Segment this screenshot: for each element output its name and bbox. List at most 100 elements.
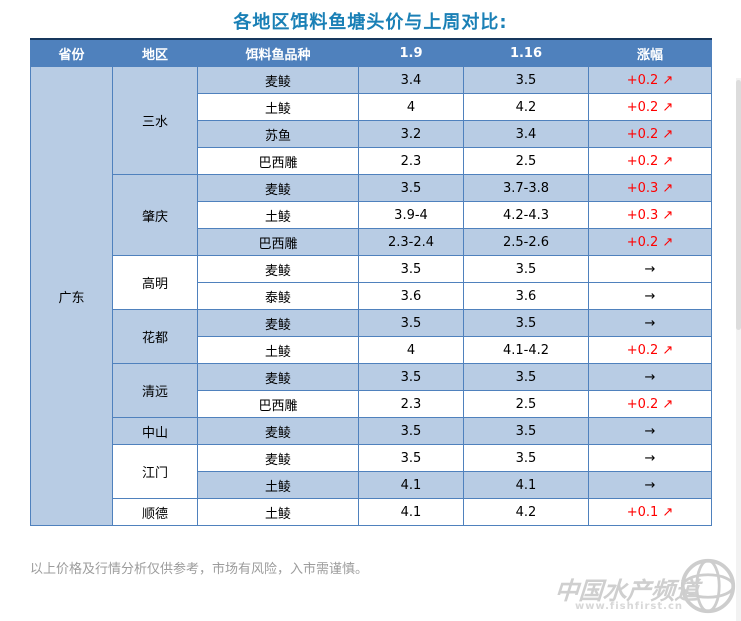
scrollbar-track[interactable] [736, 78, 741, 621]
price-curr-cell: 4.2 [463, 93, 589, 121]
species-cell: 泰鲮 [197, 282, 359, 310]
table-row: 土鲮 4.1 4.1 → [31, 471, 712, 499]
change-cell: +0.2 ↗ [588, 228, 712, 256]
species-cell: 麦鲮 [197, 66, 359, 94]
price-prev-cell: 2.3 [358, 390, 464, 418]
price-curr-cell: 3.4 [463, 120, 589, 148]
region-cell: 清远 [112, 363, 198, 418]
table-row: 土鲮 4 4.2 +0.2 ↗ [31, 93, 712, 121]
price-prev-cell: 3.5 [358, 444, 464, 472]
price-curr-cell: 3.5 [463, 417, 589, 445]
province-cell: 广东 [30, 66, 113, 526]
change-cell: +0.3 ↗ [588, 174, 712, 202]
region-cell: 花都 [112, 309, 198, 364]
page-title: 各地区饵料鱼塘头价与上周对比: [233, 12, 508, 33]
price-curr-cell: 3.7-3.8 [463, 174, 589, 202]
header-cell-change: 涨幅 [588, 38, 712, 67]
table-row: 土鲮 4 4.1-4.2 +0.2 ↗ [31, 336, 712, 364]
species-cell: 麦鲮 [197, 309, 359, 337]
price-curr-cell: 3.5 [463, 66, 589, 94]
species-cell: 巴西雕 [197, 147, 359, 175]
table-row: 清远 麦鲮 3.5 3.5 → [31, 363, 712, 418]
table-row: 花都 麦鲮 3.5 3.5 → [31, 309, 712, 364]
region-cell: 高明 [112, 255, 198, 310]
price-prev-cell: 3.6 [358, 282, 464, 310]
change-cell: +0.3 ↗ [588, 201, 712, 229]
header-cell-region: 地区 [112, 38, 198, 67]
price-table-body: 广东 三水 麦鲮 3.4 3.5 +0.2 ↗ 土鲮 4 4.2 +0.2 ↗ 苏鱼 3.2 3.4 +0… [30, 66, 712, 526]
change-cell: → [588, 417, 712, 445]
price-curr-cell: 3.5 [463, 444, 589, 472]
species-cell: 土鲮 [197, 201, 359, 229]
price-table: 省份 地区 饵料鱼品种 1.9 1.16 涨幅 广东 三水 麦鲮 3.4 3.5 +0.2… [30, 38, 712, 526]
change-cell: +0.2 ↗ [588, 93, 712, 121]
species-cell: 巴西雕 [197, 390, 359, 418]
price-curr-cell: 2.5 [463, 147, 589, 175]
watermark-brand: 中国水产频道 [553, 577, 700, 605]
table-row: 巴西雕 2.3-2.4 2.5-2.6 +0.2 ↗ [31, 228, 712, 256]
table-row: 苏鱼 3.2 3.4 +0.2 ↗ [31, 120, 712, 148]
price-curr-cell: 4.1 [463, 471, 589, 499]
price-prev-cell: 3.9-4 [358, 201, 464, 229]
header-cell-date-curr: 1.16 [463, 38, 589, 67]
region-cell: 肇庆 [112, 174, 198, 256]
region-cell: 江门 [112, 444, 198, 499]
price-prev-cell: 4 [358, 93, 464, 121]
price-prev-cell: 3.5 [358, 417, 464, 445]
species-cell: 苏鱼 [197, 120, 359, 148]
change-cell: → [588, 444, 712, 472]
price-prev-cell: 4.1 [358, 498, 464, 526]
table-row: 肇庆 麦鲮 3.5 3.7-3.8 +0.3 ↗ [31, 174, 712, 256]
species-cell: 土鲮 [197, 471, 359, 499]
change-cell: +0.2 ↗ [588, 120, 712, 148]
region-cell: 三水 [112, 66, 198, 175]
table-row: 江门 麦鲮 3.5 3.5 → [31, 444, 712, 499]
species-cell: 土鲮 [197, 498, 359, 526]
change-cell: +0.2 ↗ [588, 390, 712, 418]
table-row: 中山 麦鲮 3.5 3.5 → [31, 417, 712, 445]
species-cell: 巴西雕 [197, 228, 359, 256]
header-cell-date-prev: 1.9 [358, 38, 464, 67]
price-curr-cell: 3.5 [463, 309, 589, 337]
price-curr-cell: 4.2-4.3 [463, 201, 589, 229]
table-row: 巴西雕 2.3 2.5 +0.2 ↗ [31, 390, 712, 418]
change-cell: +0.2 ↗ [588, 336, 712, 364]
change-cell: +0.2 ↗ [588, 147, 712, 175]
species-cell: 麦鲮 [197, 174, 359, 202]
price-curr-cell: 4.2 [463, 498, 589, 526]
price-curr-cell: 3.5 [463, 255, 589, 283]
disclaimer-text: 以上价格及行情分析仅供参考，市场有风险，入市需谨慎。 [30, 562, 369, 577]
price-prev-cell: 3.4 [358, 66, 464, 94]
change-cell: → [588, 255, 712, 283]
price-curr-cell: 3.5 [463, 363, 589, 391]
change-cell: → [588, 282, 712, 310]
globe-icon [679, 557, 737, 619]
price-prev-cell: 3.5 [358, 174, 464, 202]
price-prev-cell: 4.1 [358, 471, 464, 499]
watermark: 中国水产频道 www.fishfirst.cn [547, 558, 737, 619]
header-cell-species: 饵料鱼品种 [197, 38, 359, 67]
price-curr-cell: 2.5-2.6 [463, 228, 589, 256]
watermark-url: www.fishfirst.cn [575, 601, 684, 612]
price-prev-cell: 3.5 [358, 255, 464, 283]
price-curr-cell: 2.5 [463, 390, 589, 418]
species-cell: 麦鲮 [197, 417, 359, 445]
price-prev-cell: 2.3-2.4 [358, 228, 464, 256]
species-cell: 土鲮 [197, 336, 359, 364]
species-cell: 土鲮 [197, 93, 359, 121]
change-cell: → [588, 363, 712, 391]
table-row: 顺德 土鲮 4.1 4.2 +0.1 ↗ [31, 498, 712, 526]
price-prev-cell: 3.2 [358, 120, 464, 148]
region-cell: 中山 [112, 417, 198, 445]
price-curr-cell: 4.1-4.2 [463, 336, 589, 364]
price-prev-cell: 3.5 [358, 363, 464, 391]
species-cell: 麦鲮 [197, 363, 359, 391]
change-cell: → [588, 471, 712, 499]
change-cell: +0.2 ↗ [588, 66, 712, 94]
price-prev-cell: 3.5 [358, 309, 464, 337]
table-header-row: 省份 地区 饵料鱼品种 1.9 1.16 涨幅 [30, 38, 712, 67]
species-cell: 麦鲮 [197, 444, 359, 472]
species-cell: 麦鲮 [197, 255, 359, 283]
scrollbar-thumb[interactable] [736, 80, 741, 330]
